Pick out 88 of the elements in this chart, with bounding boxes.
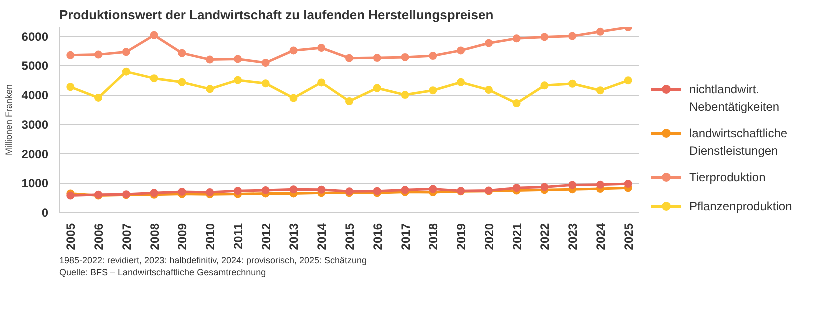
point <box>429 86 438 95</box>
point <box>290 186 298 194</box>
point <box>290 46 298 55</box>
x-tick-label: 2022 <box>538 223 552 250</box>
point <box>512 100 521 108</box>
point <box>94 50 103 59</box>
point <box>122 68 130 76</box>
point <box>624 76 632 85</box>
point <box>568 80 577 88</box>
point <box>150 31 158 40</box>
source-note: Quelle: BFS – Landwirtschaftliche Gesamtrechnung <box>60 268 266 278</box>
point <box>178 188 186 196</box>
point <box>262 80 270 88</box>
point <box>234 76 242 84</box>
point <box>624 180 632 188</box>
x-tick-label: 2013 <box>287 223 302 250</box>
x-tick-label: 2024 <box>594 223 608 250</box>
point <box>596 180 604 189</box>
point <box>94 94 103 102</box>
x-tick-label: 2023 <box>566 223 580 250</box>
x-tick-label: 2018 <box>426 223 441 250</box>
point <box>512 184 521 192</box>
point <box>401 53 410 62</box>
point <box>206 85 214 94</box>
y-axis-title: Millionen Franken <box>4 84 14 156</box>
x-tick-label: 2009 <box>176 223 190 250</box>
point <box>512 34 521 43</box>
x-tick-label: 2011 <box>231 223 246 250</box>
x-tick-label: 2019 <box>454 223 469 250</box>
legend-label: landwirtschaftliche Dienstleistungen <box>690 126 788 158</box>
point <box>178 78 186 86</box>
y-tick-label: 6000 <box>22 30 49 44</box>
point <box>290 94 298 102</box>
legend-label: Pflanzenproduktion <box>690 200 792 214</box>
y-tick-label: 0 <box>42 206 49 220</box>
point <box>484 86 493 94</box>
point <box>206 56 214 64</box>
x-tick-label: 2016 <box>370 223 385 250</box>
y-tick-label: 1000 <box>22 176 49 191</box>
x-tick-label: 2005 <box>64 223 78 250</box>
x-tick-label: 2012 <box>259 223 274 250</box>
legend-label: Tierproduktion <box>690 170 766 184</box>
point <box>262 59 270 68</box>
legend-label: nichtlandwirt. Nebentätigkeiten <box>690 82 780 114</box>
point <box>373 54 382 62</box>
point <box>429 52 438 60</box>
y-tick-label: 3000 <box>22 118 49 132</box>
point <box>66 51 75 60</box>
point <box>262 186 270 194</box>
y-tick-label: 2000 <box>22 147 49 162</box>
x-tick-label: 2008 <box>148 223 162 250</box>
point <box>540 33 549 42</box>
point <box>346 98 354 106</box>
y-tick-label: 4000 <box>22 88 49 103</box>
x-tick-label: 2020 <box>482 223 496 250</box>
point <box>484 39 493 48</box>
point <box>429 185 438 194</box>
point <box>540 183 549 192</box>
point <box>401 91 410 100</box>
x-tick-label: 2010 <box>204 223 218 250</box>
y-tick-label: 5000 <box>22 59 49 74</box>
point <box>318 186 326 194</box>
x-tick-label: 2025 <box>622 223 636 250</box>
point <box>234 187 242 196</box>
point <box>178 49 186 58</box>
point <box>66 83 75 92</box>
point <box>540 82 549 90</box>
chart-title: Produktionswert der Landwirtschaft zu laufenden Herstellungspreisen <box>60 8 494 22</box>
x-tick-label: 2014 <box>315 223 330 250</box>
text: 1985-2022: revidiert, 2023: halbdefinitiv, 2024: provisorisch, 2025: Schätzung <box>60 256 368 266</box>
point <box>568 32 577 40</box>
point <box>234 55 242 64</box>
point <box>596 28 604 36</box>
x-tick-label: 2017 <box>398 223 413 250</box>
point <box>318 78 326 87</box>
x-tick-label: 2021 <box>510 223 524 250</box>
x-tick-label: 2015 <box>343 223 357 250</box>
point <box>457 46 466 55</box>
x-tick-label: 2007 <box>120 223 134 250</box>
point <box>150 74 158 83</box>
point <box>122 48 130 56</box>
x-tick-label: 2006 <box>92 223 106 250</box>
point <box>568 181 577 190</box>
point <box>346 54 354 62</box>
point <box>457 78 466 86</box>
point <box>373 84 382 92</box>
point <box>318 44 326 52</box>
point <box>596 86 604 95</box>
